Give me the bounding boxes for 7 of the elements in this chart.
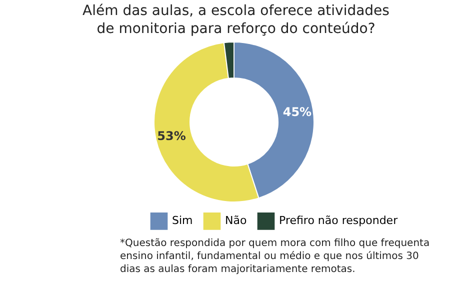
legend-label: Prefiro não responder	[279, 214, 398, 228]
chart-title: Além das aulas, a escola oferece atividades de monitoria para reforço do conteúdo?	[82, 3, 390, 37]
legend-label: Não	[225, 214, 247, 228]
legend-label: Sim	[172, 214, 193, 228]
data-label: 53%	[157, 128, 186, 143]
text: *Questão respondida por quem mora com filho que frequenta ensino infantil, fundamental ou médio e que nos últimos 30 dias as aulas foram majoritariamente remotas.	[120, 238, 430, 275]
data-label: 45%	[282, 104, 312, 119]
